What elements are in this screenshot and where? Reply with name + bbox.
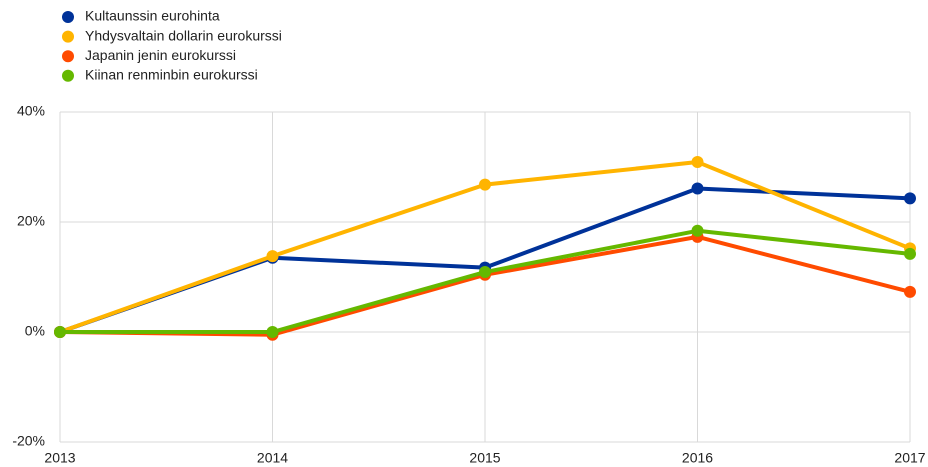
y-tick-label: 20% (17, 213, 45, 229)
legend-label: Kultaunssin eurohinta (85, 8, 220, 24)
point (266, 250, 279, 263)
legend-marker (62, 11, 74, 23)
point (904, 285, 916, 298)
y-tick-label: 40% (17, 103, 45, 119)
point (904, 247, 916, 260)
legend-marker (62, 69, 74, 82)
point (479, 266, 491, 279)
point (266, 326, 279, 338)
point (54, 326, 66, 338)
legend-label: Japanin jenin eurokurssi (85, 47, 236, 63)
y-tick-label: 0% (25, 323, 45, 339)
x-tick-label: 2015 (469, 450, 500, 466)
point (479, 178, 491, 191)
x-tick-label: 2016 (682, 450, 713, 466)
x-tick-label: 2014 (257, 450, 288, 466)
x-tick-label: 2017 (894, 450, 925, 466)
legend-label: Yhdysvaltain dollarin eurokurssi (85, 27, 282, 43)
legend-marker (62, 50, 74, 63)
point (904, 192, 916, 205)
x-tick-label: 2013 (44, 450, 75, 466)
point (691, 224, 704, 237)
legend-label: Kiinan renminbin eurokurssi (85, 67, 258, 83)
point (691, 182, 704, 195)
legend-marker (62, 30, 74, 43)
y-tick-label: -20% (12, 433, 45, 449)
point (691, 156, 704, 169)
